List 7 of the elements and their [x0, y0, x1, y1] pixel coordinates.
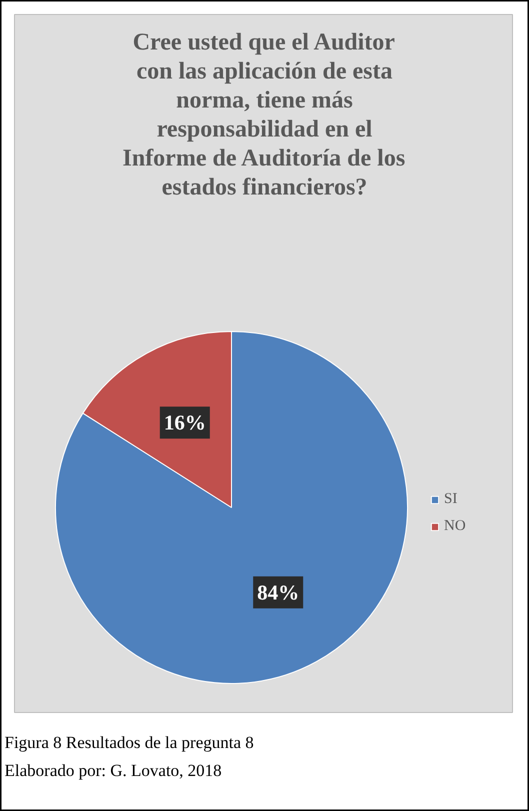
text: Elaborado por: G. Lovato, 2018	[4, 761, 222, 780]
data-label: 84%	[257, 580, 300, 604]
legend-label: NO	[444, 518, 466, 535]
chart-title: Cree usted que el Auditor con las aplicación de esta norma, tiene más responsabilidad en el Informe de Auditoría de los estados financieros?	[122, 30, 406, 200]
text: Figura 8 Resultados de la pregunta 8	[4, 733, 254, 752]
legend-label: SI	[444, 491, 458, 508]
data-label: 16%	[164, 410, 206, 435]
